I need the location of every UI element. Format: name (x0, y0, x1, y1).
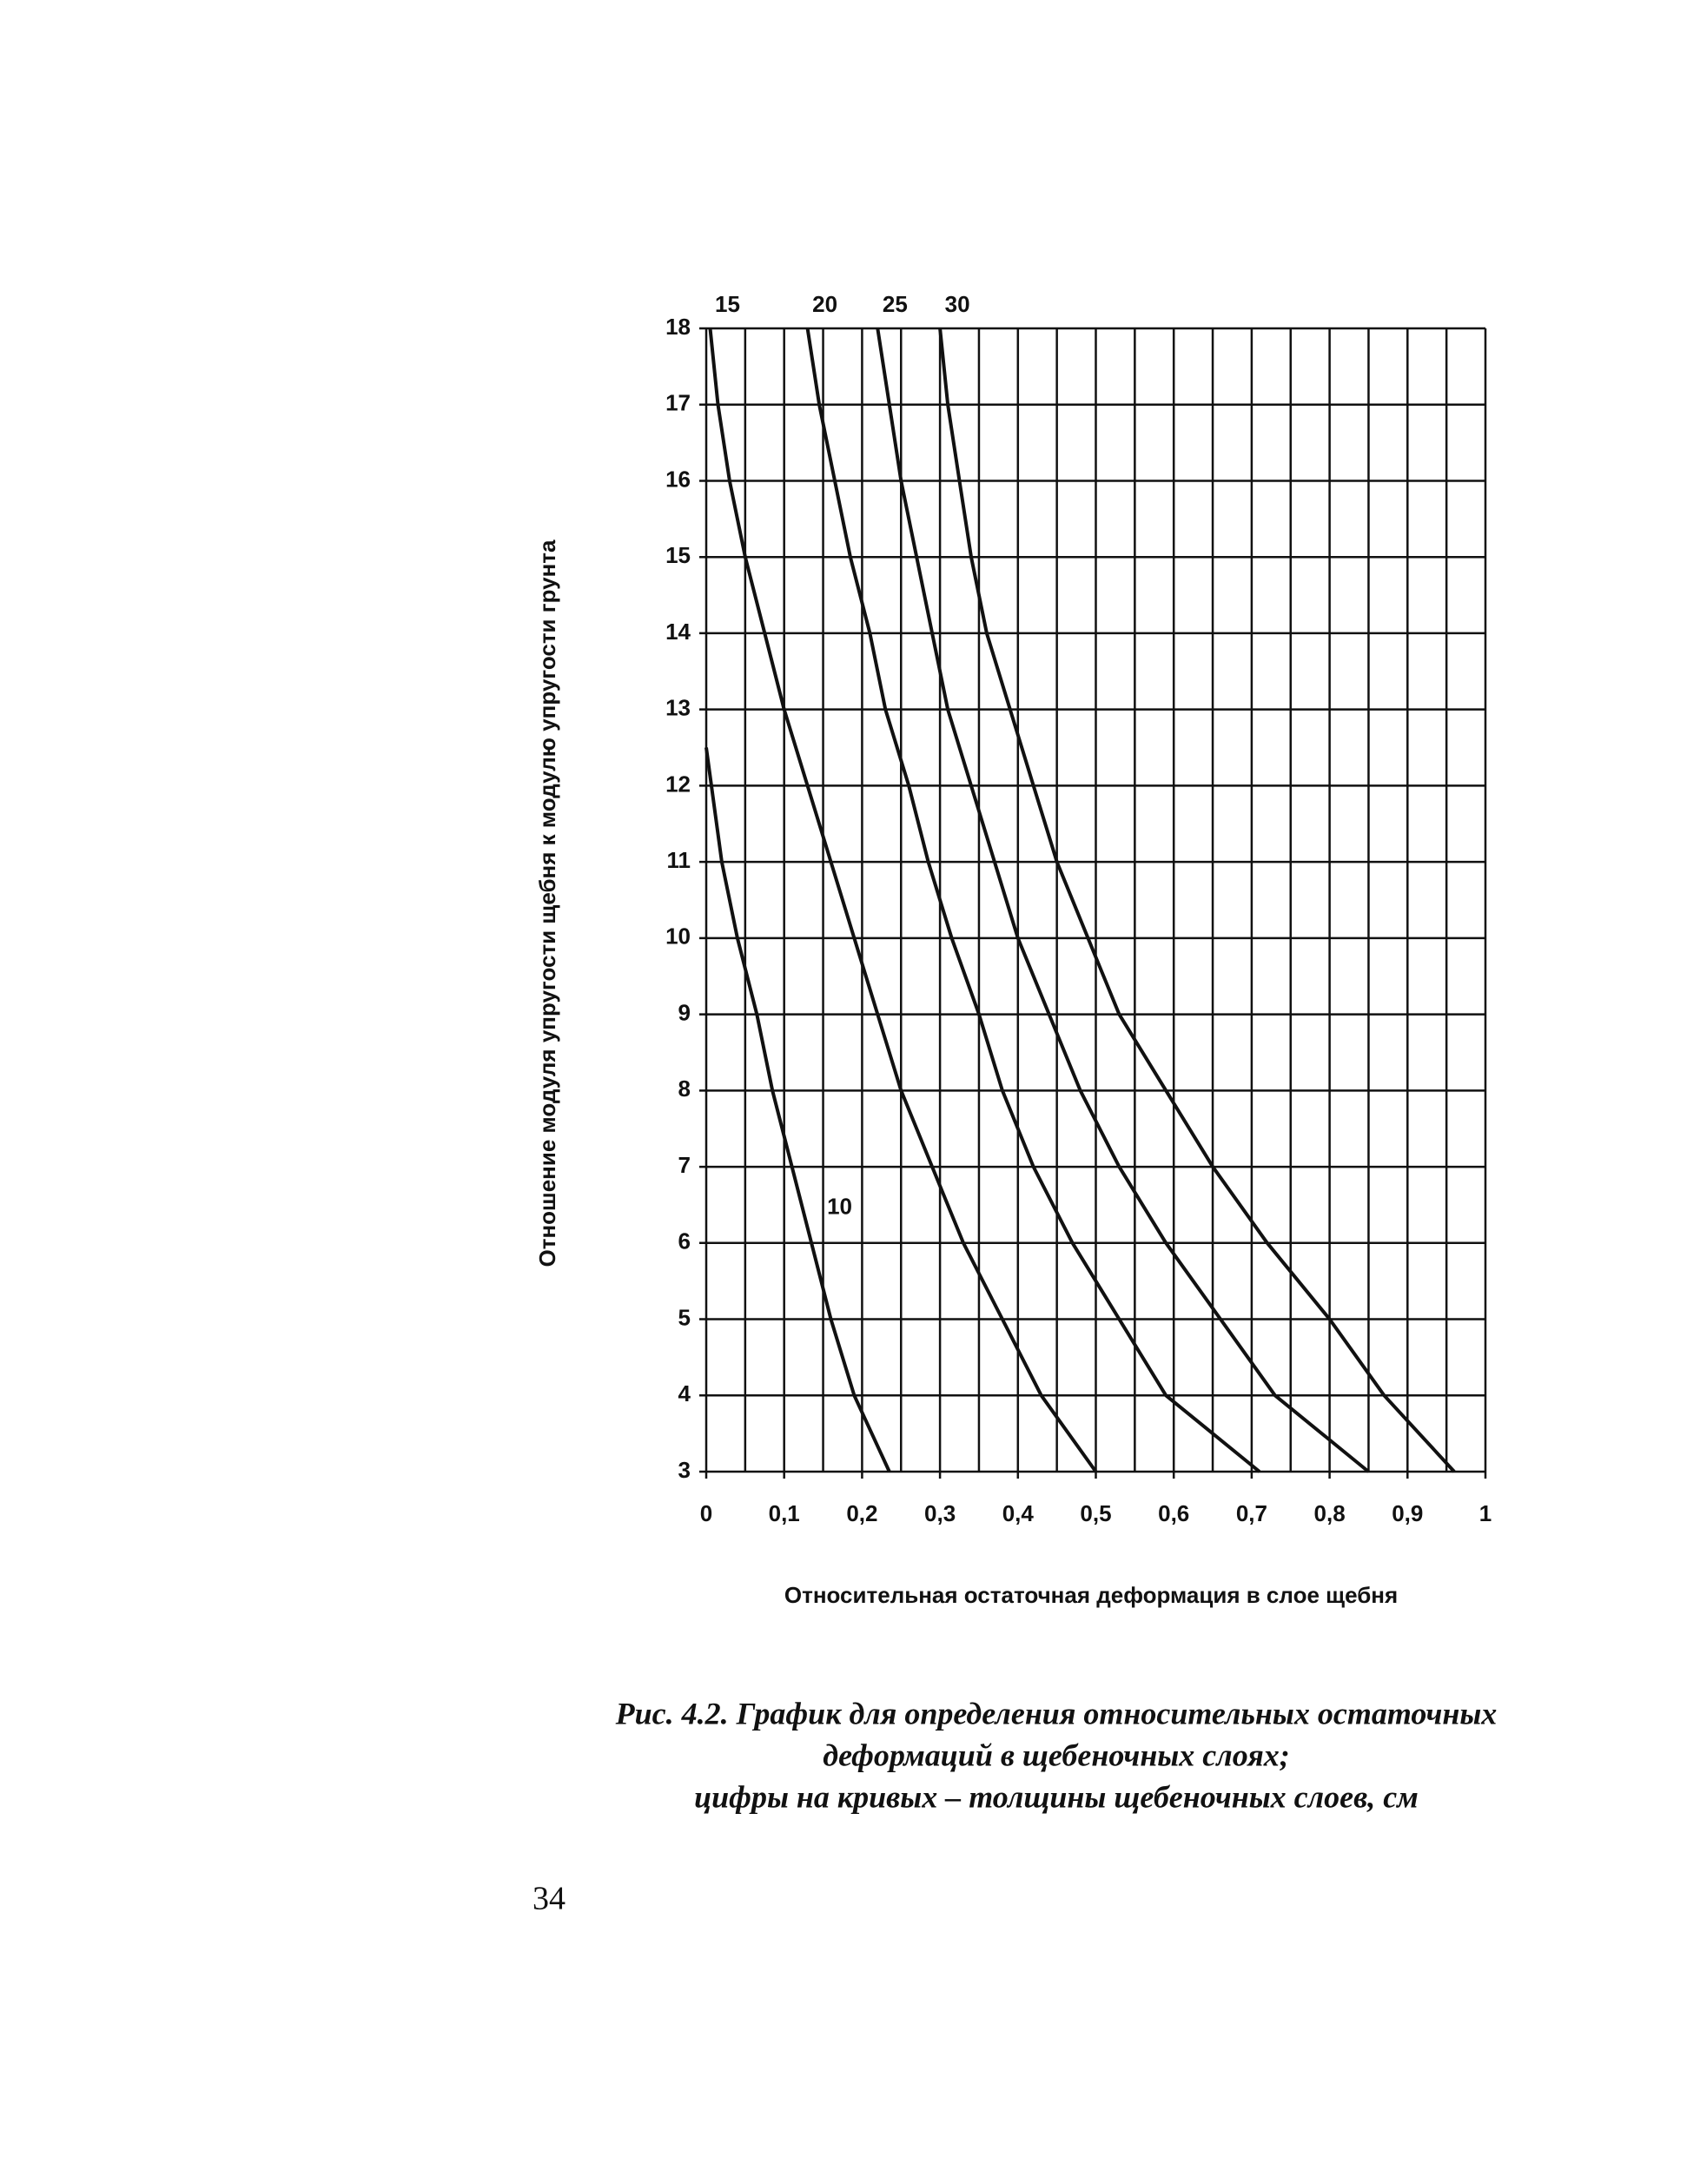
x-tick-label: 0,9 (1392, 1500, 1423, 1526)
x-tick-label: 0,2 (846, 1500, 877, 1526)
curve-label: 30 (945, 291, 970, 317)
x-tick-label: 0,6 (1158, 1500, 1189, 1526)
caption: деформаций в щебеночных слоях; (823, 1737, 1290, 1772)
y-tick-label: 9 (678, 999, 691, 1025)
y-tick-label: 11 (667, 847, 691, 873)
curve-label: 15 (715, 291, 740, 317)
curve-label: 25 (883, 291, 908, 317)
x-tick-label: 0,1 (769, 1500, 800, 1526)
y-tick-label: 5 (678, 1304, 691, 1330)
curve-label: 20 (812, 291, 837, 317)
page-number: 34 (532, 1881, 566, 1917)
y-tick-label: 3 (678, 1457, 691, 1483)
y-tick-label: 6 (678, 1228, 691, 1254)
x-tick-label: 1 (1479, 1500, 1492, 1526)
y-tick-label: 15 (665, 542, 691, 568)
curve (708, 328, 1098, 1473)
x-tick-label: 0,3 (924, 1500, 956, 1526)
x-axis-label: Относительная остаточная деформация в сл… (784, 1582, 1398, 1608)
y-tick-label: 8 (678, 1075, 691, 1102)
y-tick-label: 14 (665, 619, 691, 645)
y-tick-label: 7 (678, 1152, 691, 1178)
y-tick-label: 13 (665, 695, 691, 721)
y-axis-label: Отношение модуля упругости щебня к модул… (534, 539, 560, 1267)
x-tick-label: 0,5 (1080, 1500, 1111, 1526)
curve (876, 328, 1370, 1473)
x-tick-label: 0 (700, 1500, 712, 1526)
y-tick-label: 10 (665, 923, 691, 950)
x-tick-label: 0,4 (1002, 1500, 1035, 1526)
y-tick-label: 17 (665, 390, 691, 416)
y-tick-label: 12 (665, 771, 691, 797)
x-tick-label: 0,7 (1236, 1500, 1267, 1526)
y-tick-label: 4 (678, 1380, 691, 1406)
curve (938, 328, 1456, 1473)
y-tick-label: 18 (665, 314, 691, 340)
curve (704, 747, 891, 1473)
curve (805, 328, 1261, 1473)
caption: цифры на кривых – толщины щебеночных сло… (694, 1779, 1419, 1814)
caption: Рис. 4.2. График для определения относит… (615, 1696, 1498, 1731)
curve-label: 10 (827, 1194, 852, 1220)
x-tick-label: 0,8 (1314, 1500, 1346, 1526)
y-tick-label: 16 (665, 466, 691, 492)
